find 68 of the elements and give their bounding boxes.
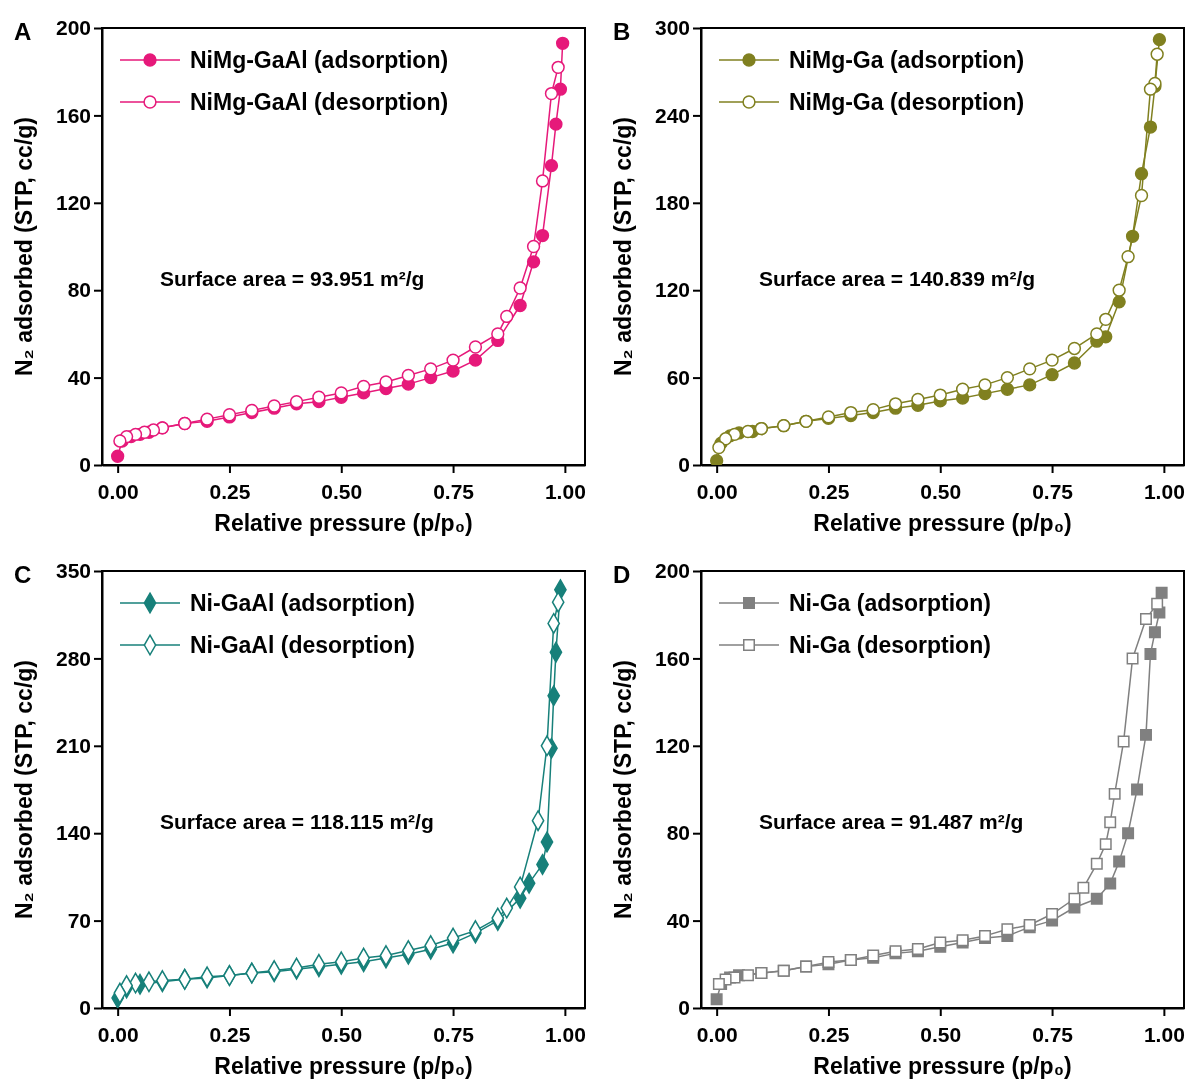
y-axis-title: N₂ adsorbed (STP, cc/g) <box>610 116 636 377</box>
x-axis-title: Relative pressure (p/p₀) <box>214 1053 473 1079</box>
y-tick-label: 80 <box>67 278 91 302</box>
annotation: Surface area = 93.951 m²/g <box>159 266 425 290</box>
x-axis-title: Relative pressure (p/p₀) <box>214 510 473 536</box>
annotation: Surface area = 118.115 m²/g <box>159 809 434 833</box>
y-tick-label: 300 <box>654 16 690 40</box>
y-tick-label: 120 <box>654 734 690 758</box>
x-tick-label: 0.50 <box>920 480 962 504</box>
x-axis-title: Relative pressure (p/p₀) <box>813 510 1072 536</box>
x-tick-label: 1.00 <box>544 480 586 504</box>
x-tick-label: 0.50 <box>920 1023 962 1047</box>
y-axis-title: N₂ adsorbed (STP, cc/g) <box>11 116 37 377</box>
y-tick-label: 40 <box>666 908 690 932</box>
y-tick-label: 120 <box>55 191 91 215</box>
y-tick-label: 350 <box>55 559 91 583</box>
x-tick-label: 0.75 <box>1032 480 1074 504</box>
y-tick-label: 0 <box>678 453 690 477</box>
y-axis-title: N₂ adsorbed (STP, cc/g) <box>610 659 636 920</box>
legend-label: Ni-Ga (adsorption) <box>789 590 991 616</box>
x-tick-label: 0.25 <box>209 1023 251 1047</box>
y-tick-label: 0 <box>79 453 91 477</box>
chart-title: A <box>14 18 32 45</box>
y-tick-label: 0 <box>79 996 91 1020</box>
x-tick-label: 1.00 <box>1143 480 1185 504</box>
y-tick-label: 40 <box>67 365 91 389</box>
y-tick-label: 80 <box>666 821 690 845</box>
x-tick-label: 0.25 <box>808 480 850 504</box>
x-tick-label: 0.50 <box>321 1023 363 1047</box>
legend-label: NiMg-GaAl (adsorption) <box>190 47 449 73</box>
y-tick-label: 180 <box>654 191 690 215</box>
x-tick-label: 0.00 <box>696 1023 738 1047</box>
legend-label: Ni-GaAl (desorption) <box>190 632 415 658</box>
x-tick-label: 0.00 <box>97 480 139 504</box>
x-tick-label: 0.75 <box>1032 1023 1074 1047</box>
legend-label: NiMg-GaAl (desorption) <box>190 89 449 115</box>
legend-label: Ni-GaAl (adsorption) <box>190 590 415 616</box>
annotation: Surface area = 140.839 m²/g <box>758 266 1036 290</box>
legend-label: NiMg-Ga (desorption) <box>789 89 1025 115</box>
y-tick-label: 200 <box>55 16 91 40</box>
y-tick-label: 200 <box>654 559 690 583</box>
chart-title: C <box>14 561 32 588</box>
chart-title: B <box>613 18 631 45</box>
x-tick-label: 1.00 <box>1143 1023 1185 1047</box>
y-tick-label: 120 <box>654 278 690 302</box>
y-tick-label: 0 <box>678 996 690 1020</box>
x-tick-label: 0.00 <box>696 480 738 504</box>
y-axis-title: N₂ adsorbed (STP, cc/g) <box>11 659 37 920</box>
y-tick-label: 70 <box>67 908 91 932</box>
x-tick-label: 0.75 <box>433 1023 475 1047</box>
y-tick-label: 280 <box>55 646 91 670</box>
x-tick-label: 0.25 <box>209 480 251 504</box>
y-tick-label: 140 <box>55 821 91 845</box>
legend-label: NiMg-Ga (adsorption) <box>789 47 1025 73</box>
y-tick-label: 160 <box>55 103 91 127</box>
y-tick-label: 160 <box>654 646 690 670</box>
x-tick-label: 1.00 <box>544 1023 586 1047</box>
x-tick-label: 0.25 <box>808 1023 850 1047</box>
y-tick-label: 240 <box>654 103 690 127</box>
y-tick-label: 210 <box>55 734 91 758</box>
legend-label: Ni-Ga (desorption) <box>789 632 991 658</box>
y-tick-label: 60 <box>666 365 690 389</box>
x-tick-label: 0.50 <box>321 480 363 504</box>
annotation: Surface area = 91.487 m²/g <box>758 809 1024 833</box>
chart-title: D <box>613 561 631 588</box>
x-tick-label: 0.00 <box>97 1023 139 1047</box>
x-axis-title: Relative pressure (p/p₀) <box>813 1053 1072 1079</box>
x-tick-label: 0.75 <box>433 480 475 504</box>
